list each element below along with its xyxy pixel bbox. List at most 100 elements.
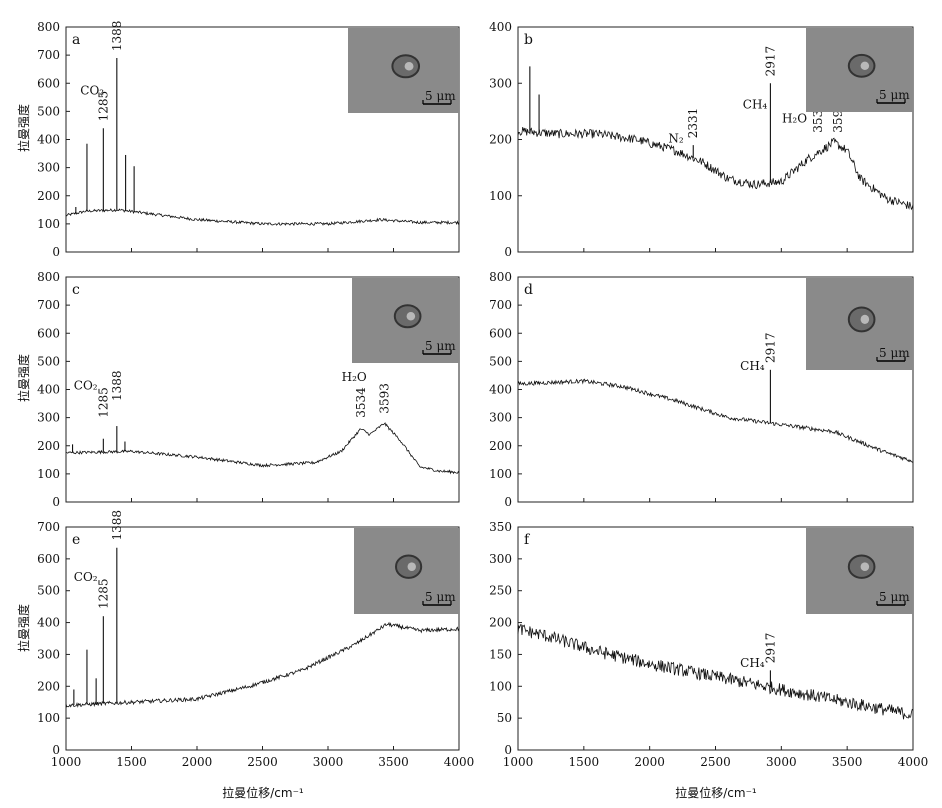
x-tick-label: 1500 <box>569 755 600 769</box>
scale-bar-label: 5 μm <box>879 346 910 360</box>
y-tick-label: 200 <box>37 189 60 203</box>
x-tick-label: 4000 <box>898 755 929 769</box>
x-axis-label-left: 拉曼位移/cm⁻¹ <box>222 785 304 800</box>
panel-label-b: b <box>524 32 533 48</box>
x-tick-label: 1000 <box>51 755 82 769</box>
inset-micrograph: 5 μm <box>354 528 459 614</box>
y-tick-label: 700 <box>37 298 60 312</box>
x-tick-label: 2500 <box>700 755 731 769</box>
y-tick-label: 200 <box>37 679 60 693</box>
y-tick-label: 400 <box>489 20 512 34</box>
y-tick-label: 300 <box>37 411 60 425</box>
y-tick-label: 100 <box>37 217 60 231</box>
panel-f: 0 50 100 150 200 250 300 350 1000 1500 2000 2500 300… <box>489 520 928 769</box>
species-label: CO₂ <box>74 570 98 584</box>
y-tick-label: 800 <box>37 270 60 284</box>
y-tick-label: 0 <box>504 495 512 509</box>
y-tick-label: 500 <box>37 104 60 118</box>
y-tick-label: 700 <box>489 298 512 312</box>
y-tick-label: 300 <box>489 411 512 425</box>
species-label: CH₄ <box>740 656 765 670</box>
peak-label-1388: 1388 <box>110 510 124 541</box>
inset-micrograph: 5 μm <box>806 278 913 370</box>
species-label: CO₂ <box>74 379 98 393</box>
y-tick-label: 200 <box>489 133 512 147</box>
y-tick-label: 500 <box>37 584 60 598</box>
y-tick-label: 100 <box>489 467 512 481</box>
y-tick-label: 400 <box>489 383 512 397</box>
y-tick-label: 800 <box>37 20 60 34</box>
species-label: H₂O <box>782 112 807 126</box>
y-tick-label: 600 <box>37 76 60 90</box>
peak-label-2917: 2917 <box>763 633 777 664</box>
peak-label-2331: 2331 <box>686 108 700 139</box>
inset-micrograph: 5 μm <box>348 28 459 113</box>
spectrum-line <box>517 624 914 720</box>
y-tick-label: 500 <box>37 354 60 368</box>
y-tick-label: 600 <box>37 552 60 566</box>
panel-label-f: f <box>524 532 531 548</box>
panel-a: 0 100 200 300 400 500 600 700 800 1285 1388 CO₂ a 5 μ… <box>37 20 460 259</box>
x-tick-label: 3000 <box>313 755 344 769</box>
scale-bar-label: 5 μm <box>879 590 910 604</box>
peak-label-1285: 1285 <box>96 91 110 122</box>
y-tick-label: 200 <box>489 439 512 453</box>
y-tick-label: 300 <box>37 647 60 661</box>
x-tick-label: 1000 <box>503 755 534 769</box>
y-tick-label: 300 <box>489 76 512 90</box>
inset-micrograph: 5 μm <box>806 28 913 112</box>
spectrum-line <box>517 378 914 464</box>
y-tick-label: 400 <box>37 133 60 147</box>
y-axis-label-bottom: 拉曼强度 <box>16 604 31 652</box>
y-tick-label: 50 <box>497 711 512 725</box>
y-tick-label: 700 <box>37 48 60 62</box>
inclusion-bubble <box>404 62 414 71</box>
species-label: CH₄ <box>743 98 768 112</box>
panel-e: 0 100 200 300 400 500 600 700 1000 1500 2000 2500 30… <box>37 510 474 769</box>
x-tick-label: 2500 <box>247 755 278 769</box>
peak-label-1388: 1388 <box>110 21 124 52</box>
peak-label-1285: 1285 <box>96 578 110 609</box>
y-axis-label-top: 拉曼强度 <box>16 104 31 152</box>
y-tick-label: 100 <box>489 189 512 203</box>
y-tick-label: 700 <box>37 520 60 534</box>
inclusion-bubble <box>406 312 416 321</box>
x-axis-label-right: 拉曼位移/cm⁻¹ <box>675 785 757 800</box>
y-tick-label: 250 <box>489 584 512 598</box>
y-tick-label: 200 <box>37 439 60 453</box>
x-tick-label: 4000 <box>444 755 475 769</box>
y-tick-label: 600 <box>489 326 512 340</box>
panel-label-a: a <box>72 32 80 48</box>
y-tick-label: 800 <box>489 270 512 284</box>
y-tick-label: 400 <box>37 616 60 630</box>
peak-label-1285: 1285 <box>96 387 110 418</box>
peak-label-3534: 3534 <box>354 387 368 418</box>
scale-bar-label: 5 μm <box>425 339 456 353</box>
x-tick-label: 1500 <box>116 755 147 769</box>
x-tick-label: 3500 <box>378 755 409 769</box>
inclusion-bubble <box>860 61 870 70</box>
y-tick-label: 100 <box>37 467 60 481</box>
x-tick-label: 3500 <box>832 755 863 769</box>
inclusion-bubble <box>860 314 870 324</box>
inset-micrograph: 5 μm <box>806 528 913 614</box>
inclusion-bubble <box>407 562 416 571</box>
scale-bar-label: 5 μm <box>879 88 910 102</box>
spectrum-line <box>65 208 460 227</box>
inclusion-bubble <box>860 562 870 571</box>
peak-label-2917: 2917 <box>763 46 777 77</box>
y-tick-label: 300 <box>489 552 512 566</box>
species-label: CO₂ <box>80 84 104 98</box>
x-tick-label: 2000 <box>634 755 665 769</box>
peak-label-3593: 3593 <box>377 383 391 414</box>
y-tick-label: 500 <box>489 354 512 368</box>
scale-bar-label: 5 μm <box>425 89 456 103</box>
y-tick-label: 200 <box>489 616 512 630</box>
y-tick-label: 400 <box>37 383 60 397</box>
y-tick-label: 100 <box>489 679 512 693</box>
spectrum-line <box>65 621 460 708</box>
